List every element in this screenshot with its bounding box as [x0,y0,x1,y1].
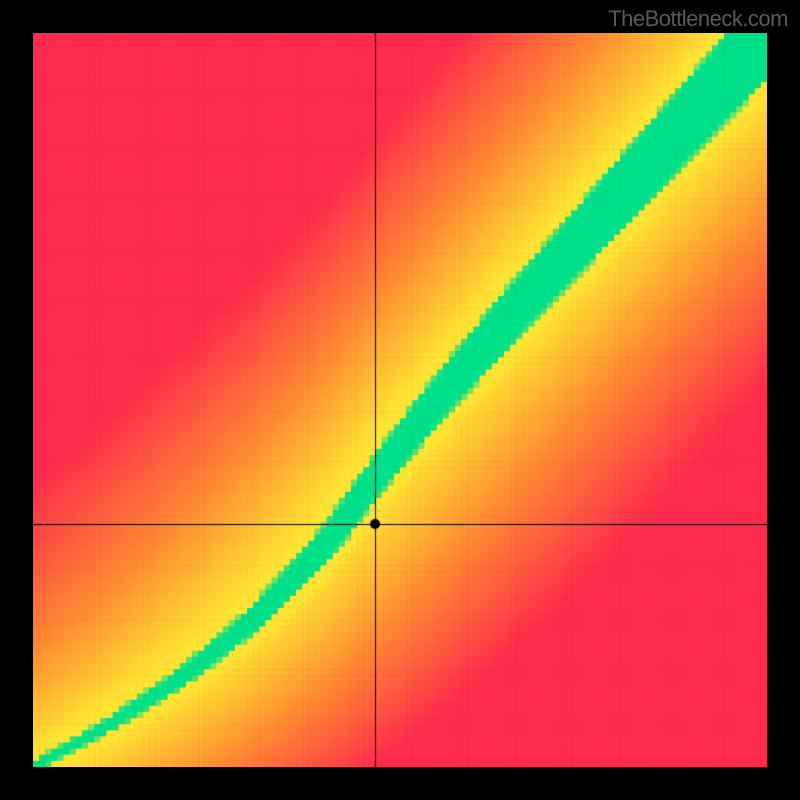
heatmap-plot [33,33,767,767]
chart-container: TheBottleneck.com [0,0,800,800]
watermark-text: TheBottleneck.com [608,6,788,32]
